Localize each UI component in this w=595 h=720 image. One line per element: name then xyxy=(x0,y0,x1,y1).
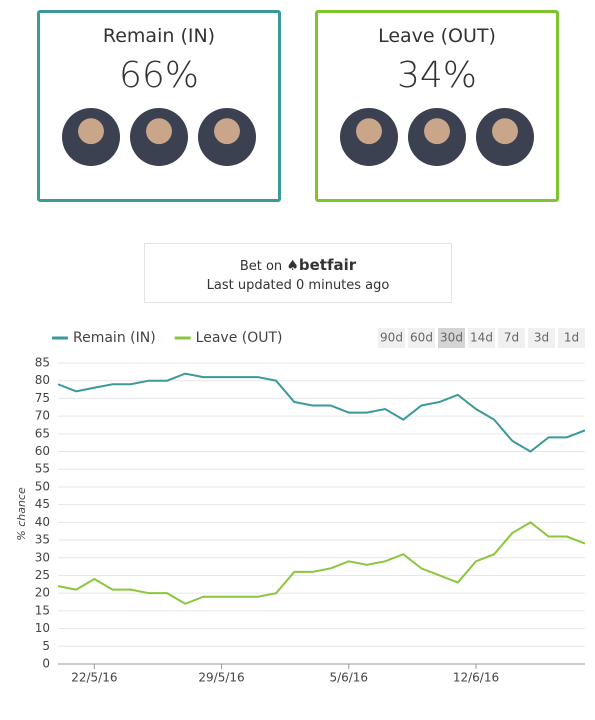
range-button-label[interactable]: 1d xyxy=(564,331,579,345)
photo xyxy=(408,108,466,166)
y-tick-label: 10 xyxy=(35,621,50,635)
range-button[interactable] xyxy=(558,328,585,348)
card-title: Leave (OUT) xyxy=(378,25,496,47)
card-value: 66% xyxy=(118,55,199,96)
range-button-label[interactable]: 60d xyxy=(410,331,433,345)
range-button[interactable] xyxy=(408,328,435,348)
photo xyxy=(130,108,188,166)
bet-on: Bet on xyxy=(239,259,283,274)
x-tick-label: 29/5/16 xyxy=(198,671,244,685)
range-button-label[interactable]: 3d xyxy=(534,331,549,345)
y-tick-label: 70 xyxy=(35,409,50,423)
y-tick-label: 30 xyxy=(35,550,50,564)
series-line xyxy=(57,521,586,605)
photos xyxy=(40,108,278,166)
range-button[interactable] xyxy=(498,328,525,348)
legend-label[interactable]: Remain (IN) xyxy=(73,330,156,346)
photo xyxy=(340,108,398,166)
y-tick-label: 60 xyxy=(35,444,50,458)
y-tick-label: 50 xyxy=(35,479,50,493)
y-tick-label: 65 xyxy=(35,426,50,440)
range-button[interactable] xyxy=(378,328,405,348)
range-button[interactable] xyxy=(528,328,555,348)
y-tick-label: 35 xyxy=(35,533,50,547)
range-button-label[interactable]: 7d xyxy=(504,331,519,345)
y-tick-label: 25 xyxy=(35,568,50,582)
range-button-label[interactable]: 90d xyxy=(380,331,403,345)
y-axis-label: % chance xyxy=(15,487,28,541)
y-tick-label: 0 xyxy=(42,657,50,671)
y-tick-label: 85 xyxy=(35,356,50,370)
betfair-box[interactable]: Bet on ♠betfair Last updated 0 minutes a… xyxy=(144,243,452,303)
range-button-label[interactable]: 14d xyxy=(470,331,493,345)
y-tick-label: 45 xyxy=(35,497,50,511)
series-line xyxy=(57,372,586,453)
x-tick-label: 22/5/16 xyxy=(71,671,117,685)
card-value: 34% xyxy=(396,55,477,96)
range-button[interactable] xyxy=(438,328,465,348)
y-tick-label: 5 xyxy=(42,639,50,653)
y-tick-label: 55 xyxy=(35,462,50,476)
y-tick-label: 20 xyxy=(35,586,50,600)
y-tick-label: 75 xyxy=(35,391,50,405)
photos xyxy=(318,108,556,166)
x-tick-label: 12/6/16 xyxy=(453,671,499,685)
range-button[interactable] xyxy=(468,328,495,348)
leave-card: Leave (OUT) 34% xyxy=(315,10,559,202)
y-tick-label: 15 xyxy=(35,603,50,617)
card-title: Remain (IN) xyxy=(102,25,216,47)
y-tick-label: 80 xyxy=(35,373,50,387)
photo xyxy=(476,108,534,166)
photo xyxy=(62,108,120,166)
photo xyxy=(198,108,256,166)
betfair-logo: betfair xyxy=(298,256,357,274)
remain-card: Remain (IN) 66% xyxy=(37,10,281,202)
y-tick-label: 40 xyxy=(35,515,50,529)
legend-label[interactable]: Leave (OUT) xyxy=(196,330,283,346)
x-tick-label: 5/6/16 xyxy=(329,671,368,685)
updated: Last updated 0 minutes ago xyxy=(206,278,390,293)
range-button-label[interactable]: 30d xyxy=(440,331,463,345)
chart: % chance 0 5 10 15 20 25 30 35 40 45 50 55 60 65 70 75 8… xyxy=(15,328,586,685)
